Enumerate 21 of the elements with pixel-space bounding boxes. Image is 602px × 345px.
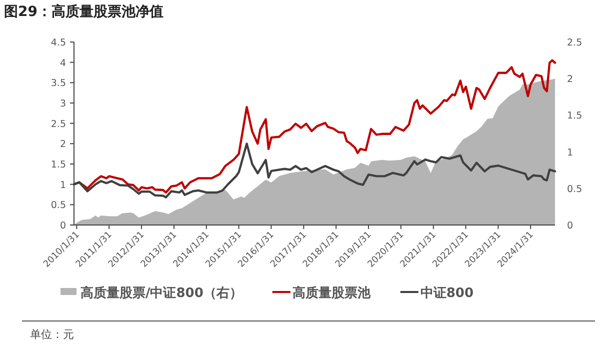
y2-tick-label: 0.5 (567, 184, 582, 195)
y-tick-label: 3.5 (50, 78, 66, 90)
chart-title: 图29：高质量股票池净值 (4, 3, 164, 20)
y-tick-label: 1.5 (50, 160, 66, 170)
legend-label: 高质量股票池 (292, 285, 372, 301)
text: 单位：元 (30, 328, 74, 341)
y2-tick-label: 1 (567, 147, 574, 158)
y-tick-label: 4 (60, 58, 66, 69)
y-tick-label: 2 (60, 139, 66, 150)
y2-tick-label: 0 (567, 220, 574, 232)
y-tick-label: 2.5 (50, 118, 66, 130)
y-tick-label: 3 (60, 98, 66, 110)
y-tick-label: 1 (60, 180, 66, 191)
y2-tick-label: 1.5 (567, 110, 582, 122)
y2-tick-label: 2.5 (567, 38, 582, 48)
y-tick-label: 4.5 (50, 38, 66, 48)
legend-label: 中证800 (420, 286, 474, 301)
y-tick-label: 0.5 (50, 200, 66, 212)
y2-tick-label: 2 (567, 74, 574, 86)
legend-label: 高质量股票/中证800（右） (80, 285, 242, 301)
y-tick-label: 0 (60, 220, 66, 232)
